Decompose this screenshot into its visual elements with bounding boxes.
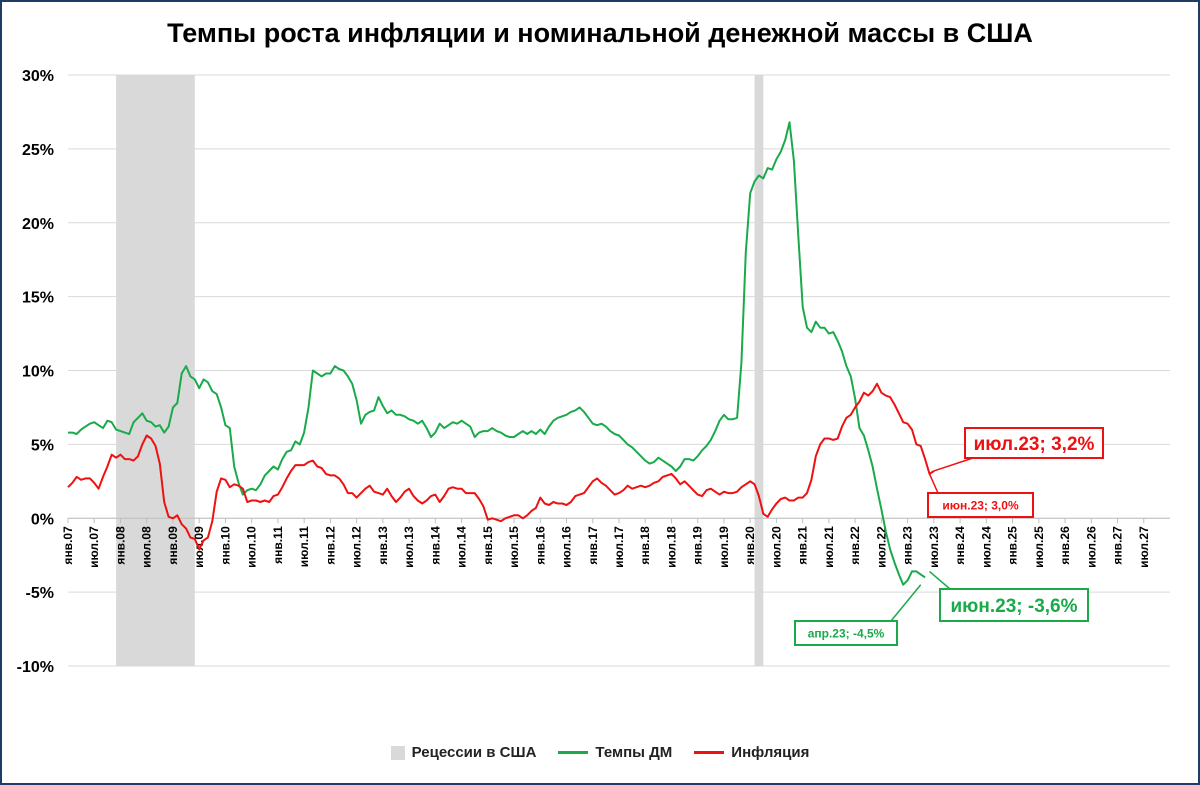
x-tick-label: янв.20 [743,526,757,565]
chart-title: Темпы роста инфляции и номинальной денеж… [167,18,1033,48]
x-tick-label: июл.08 [140,526,154,568]
inflation-swatch [694,751,725,754]
x-tick-label: янв.08 [113,526,127,565]
x-tick-label: июл.23 [927,526,941,568]
x-tick-label: янв.14 [428,526,442,565]
recession-swatch [390,745,405,760]
x-tick-label: июл.25 [1032,526,1046,568]
y-tick-label: 25% [22,142,54,159]
callout-label: июл.23; 3,2% [974,434,1095,455]
x-tick-label: июл.11 [297,526,311,567]
legend-item-money: Темпы ДМ [558,744,672,761]
callout-box [927,492,1034,518]
x-tick-label: июл.12 [350,526,364,568]
x-tick-label: июл.13 [402,526,416,568]
callout-box [964,427,1104,459]
legend-label-inflation: Инфляция [731,744,810,761]
legend-item-recession: Рецессии в США [390,744,537,761]
series-line-money [68,121,926,586]
x-tick-label: июл.18 [664,526,678,568]
legend-label-money: Темпы ДМ [595,744,673,761]
y-tick-label: 5% [31,437,54,454]
money-swatch [558,751,589,754]
y-tick-label: -10% [17,659,54,676]
legend-item-inflation: Инфляция [694,744,809,761]
x-tick-label: янв.23 [901,526,915,565]
callout-label: апр.23; -4,5% [808,626,885,640]
x-tick-label: июл.15 [507,526,521,568]
x-tick-label: янв.19 [691,526,705,565]
callout-leader [890,584,922,622]
y-tick-label: 10% [22,364,54,381]
x-tick-label: янв.26 [1058,526,1072,565]
x-tick-label: янв.18 [638,526,652,565]
callout-leader [928,473,939,494]
x-tick-label: янв.21 [796,526,810,565]
y-tick-label: 0% [31,511,54,528]
x-tick-label: янв.25 [1006,526,1020,565]
legend-label-recession: Рецессии в США [411,744,537,761]
y-tick-label: 20% [22,216,54,233]
x-tick-label: июл.10 [245,526,259,568]
x-tick-label: янв.10 [218,526,232,565]
callout-box [939,588,1089,622]
x-tick-label: янв.11 [271,526,285,564]
x-tick-label: июл.27 [1137,526,1151,568]
x-tick-label: янв.09 [166,526,180,565]
x-tick-label: июл.21 [822,526,836,568]
x-tick-label: янв.24 [953,526,967,565]
chart-legend: Рецессии в США Темпы ДМ Инфляция [0,744,1200,761]
x-tick-label: янв.17 [586,526,600,565]
callout-box [794,620,898,646]
x-tick-label: янв.16 [533,526,547,565]
x-tick-label: янв.15 [481,526,495,565]
x-tick-label: янв.22 [848,526,862,565]
x-tick-label: янв.27 [1111,526,1125,565]
x-tick-label: июл.20 [769,526,783,568]
callout-label: июн.23; 3,0% [942,498,1019,512]
x-tick-label: июл.14 [455,526,469,568]
y-tick-label: -5% [26,585,54,602]
x-tick-label: июл.19 [717,526,731,568]
callout-leader [928,570,951,590]
x-tick-label: янв.12 [323,526,337,565]
series-line-inflation [67,382,935,551]
callout-label: июн.23; -3,6% [950,596,1077,617]
y-tick-label: 15% [22,290,54,307]
x-tick-label: янв.13 [376,526,390,565]
x-tick-label: июл.22 [874,526,888,568]
x-tick-label: июл.07 [87,526,101,568]
x-tick-label: янв.07 [61,526,75,565]
callout-leader [933,457,974,472]
x-tick-label: июл.26 [1084,526,1098,568]
x-tick-label: июл.24 [979,526,993,568]
y-tick-label: 30% [22,68,54,85]
x-tick-label: июл.17 [612,526,626,568]
x-tick-label: июл.16 [560,526,574,568]
